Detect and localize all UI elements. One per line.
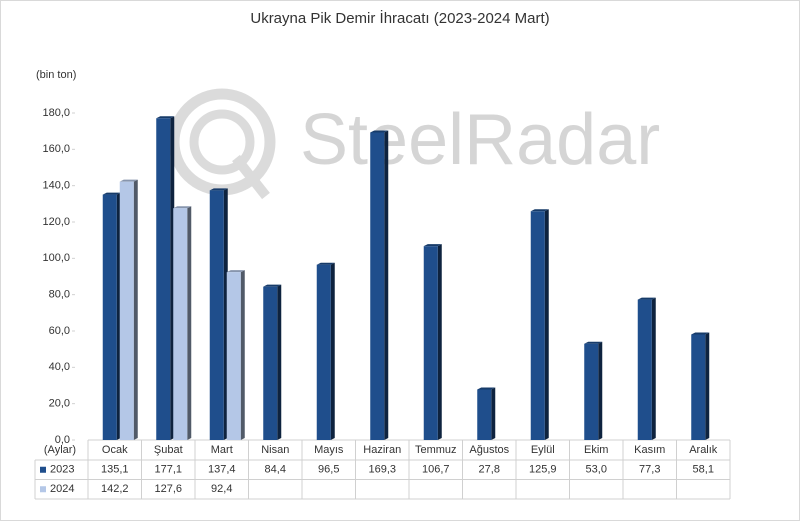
bar [226,272,241,440]
data-label: 84,4 [265,464,286,476]
y-axis-label: (bin ton) [36,69,76,81]
x-axis-label: (Aylar) [44,444,76,456]
bar [423,246,438,440]
data-label: 125,9 [529,464,557,476]
legend-label: 2024 [50,483,74,495]
x-tick-label: Eylül [531,444,555,456]
x-tick-label: Ekim [584,444,608,456]
bar-side [187,206,192,440]
x-tick-label: Aralık [689,444,718,456]
y-tick-label: 140,0 [42,180,70,192]
bar-top [102,192,121,195]
y-tick-label: 40,0 [49,361,70,373]
x-tick-label: Haziran [363,444,401,456]
bar-side [133,179,138,441]
x-tick-label: Nisan [261,444,289,456]
bar-top [263,284,282,287]
legend-marker [40,466,46,473]
bar-side [330,262,335,440]
watermark: SteelRadar [300,100,660,180]
bar-top [477,387,496,390]
bar-side [437,244,442,440]
x-tick-label: Temmuz [415,444,457,456]
bar-side [384,130,389,440]
bar-top [637,297,656,300]
data-label: 77,3 [639,464,660,476]
bar [530,211,545,440]
x-tick-label: Ocak [102,444,128,456]
legend-label: 2023 [50,464,74,476]
bar-top [173,206,192,209]
bar-top [584,341,603,344]
bar [370,132,385,440]
bar [173,208,188,440]
bar-top [209,188,228,191]
bar-top [226,270,245,273]
data-label: 58,1 [693,464,714,476]
y-tick-label: 60,0 [49,325,70,337]
y-tick-label: 100,0 [42,252,70,264]
bar [477,389,492,440]
data-label: 53,0 [586,464,607,476]
y-tick-label: 160,0 [42,143,70,155]
data-label: 106,7 [422,464,450,476]
y-tick-label: 120,0 [42,216,70,228]
bar-side [651,297,656,440]
bar-side [705,332,710,440]
bar-top [530,209,549,212]
bar-top [423,244,442,247]
y-tick-label: 20,0 [49,398,70,410]
bar-side [598,341,603,440]
bar [209,190,224,440]
bar [119,181,134,441]
bar-top [316,262,335,265]
data-label: 96,5 [318,464,339,476]
x-tick-label: Şubat [154,444,183,456]
data-label: 142,2 [101,483,129,495]
bar-top [370,130,389,133]
bar [316,264,331,440]
data-label: 135,1 [101,464,129,476]
data-label: 92,4 [211,483,232,495]
bar-side [491,387,496,440]
bar-top [156,116,175,119]
bar [156,118,171,440]
x-tick-label: Mayıs [314,444,344,456]
bar-top [119,179,138,182]
data-label: 127,6 [154,483,182,495]
bar-side [277,284,282,440]
data-label: 27,8 [479,464,500,476]
bar [691,334,706,440]
x-tick-label: Mart [211,444,233,456]
data-label: 177,1 [154,464,182,476]
x-tick-label: Kasım [634,444,665,456]
bar-side [240,270,245,440]
data-label: 169,3 [368,464,396,476]
data-label: 137,4 [208,464,236,476]
x-tick-label: Ağustos [469,444,509,456]
legend-marker [40,486,46,493]
bar [102,194,117,440]
y-tick-label: 80,0 [49,289,70,301]
bar [637,299,652,440]
chart-title: Ukrayna Pik Demir İhracatı (2023-2024 Ma… [250,9,549,27]
bar [584,343,599,440]
y-tick-label: 0,0 [55,434,70,446]
bar [263,286,278,440]
bar-side [544,209,549,440]
bar-top [691,332,710,335]
y-tick-label: 180,0 [42,107,70,119]
